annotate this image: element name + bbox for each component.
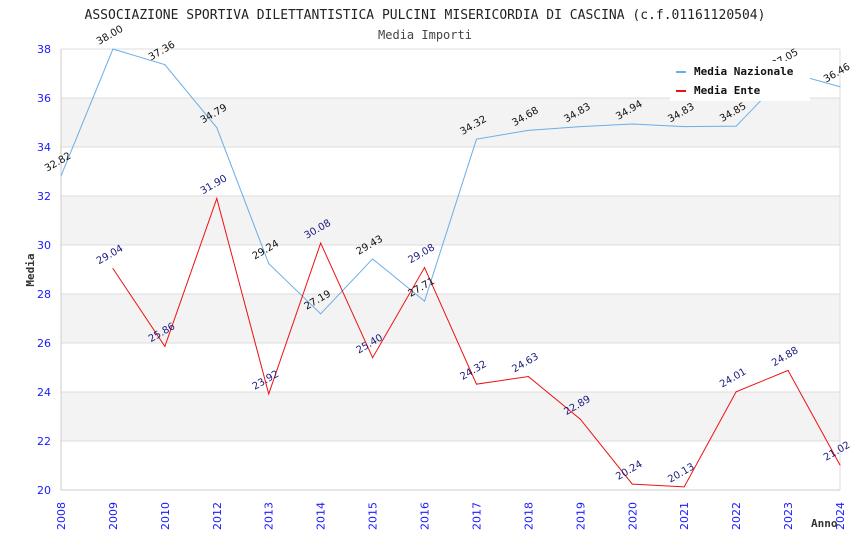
series-line-media-nazionale — [60, 48, 841, 315]
legend: Media Nazionale Media Ente — [670, 61, 810, 101]
data-point-media-ente — [735, 391, 737, 393]
x-tick-label: 2008 — [55, 502, 68, 530]
data-point-media-nazionale — [475, 138, 477, 140]
x-tick-label: 2018 — [522, 502, 535, 530]
x-tick-label: 2024 — [834, 502, 847, 530]
x-axis-label: Anno — [811, 517, 838, 530]
data-point-media-nazionale — [320, 313, 322, 315]
y-tick-label: 28 — [37, 288, 51, 301]
x-tick-label: 2016 — [419, 502, 432, 530]
data-label-media-nazionale: 38.00 — [95, 24, 125, 48]
data-point-media-nazionale — [268, 263, 270, 265]
legend-swatch-media-ente — [676, 90, 686, 92]
x-tick-label: 2023 — [782, 502, 795, 530]
x-axis-ticks: 2008 2009 2010 2012 2013 2014 2015 2016 2017 2018… — [55, 502, 847, 530]
data-point-media-nazionale — [579, 126, 581, 128]
data-point-media-nazionale — [164, 64, 166, 66]
x-tick-label: 2015 — [367, 502, 380, 530]
x-tick-label: 2009 — [107, 502, 120, 530]
data-point-media-nazionale — [683, 126, 685, 128]
y-tick-label: 36 — [37, 92, 51, 105]
data-point-media-nazionale — [631, 123, 633, 125]
x-tick-label: 2017 — [470, 502, 483, 530]
background-bands — [61, 49, 840, 490]
x-tick-label: 2010 — [159, 502, 172, 530]
data-point-media-ente — [787, 369, 789, 371]
data-point-media-ente — [424, 267, 426, 269]
data-point-media-nazionale — [527, 129, 529, 131]
x-tick-label: 2022 — [730, 502, 743, 530]
data-point-media-ente — [320, 242, 322, 244]
legend-label-media-ente: Media Ente — [694, 84, 761, 97]
x-tick-label: 2013 — [263, 502, 276, 530]
x-tick-label: 2021 — [678, 502, 691, 530]
data-point-media-ente — [527, 376, 529, 378]
data-point-media-nazionale — [216, 127, 218, 129]
grid-lines — [61, 48, 840, 491]
x-tick-label: 2019 — [574, 502, 587, 530]
y-tick-label: 30 — [37, 239, 51, 252]
series-group — [60, 48, 841, 488]
legend-box — [670, 61, 810, 101]
data-point-media-ente — [579, 418, 581, 420]
chart-title: ASSOCIAZIONE SPORTIVA DILETTANTISTICA PU… — [85, 8, 766, 23]
y-tick-label: 24 — [37, 386, 51, 399]
grid-band — [61, 98, 840, 147]
y-tick-label: 34 — [37, 141, 51, 154]
data-point-media-ente — [631, 483, 633, 485]
x-tick-label: 2020 — [626, 502, 639, 530]
data-point-media-nazionale — [60, 175, 62, 177]
data-point-media-ente — [112, 268, 114, 270]
data-point-media-ente — [683, 486, 685, 488]
y-tick-label: 38 — [37, 43, 51, 56]
y-tick-label: 22 — [37, 435, 51, 448]
grid-band — [61, 294, 840, 343]
data-point-media-ente — [268, 393, 270, 395]
data-point-media-nazionale — [372, 258, 374, 260]
y-axis-ticks: 20 22 24 26 28 30 32 34 36 38 — [37, 43, 51, 497]
y-tick-label: 32 — [37, 190, 51, 203]
data-point-media-ente — [164, 345, 166, 347]
data-point-media-nazionale — [839, 86, 841, 88]
data-point-media-nazionale — [735, 125, 737, 127]
x-tick-label: 2012 — [211, 502, 224, 530]
data-point-media-ente — [216, 197, 218, 199]
data-point-media-ente — [475, 383, 477, 385]
y-tick-label: 26 — [37, 337, 51, 350]
y-tick-label: 20 — [37, 484, 51, 497]
legend-label-media-nazionale: Media Nazionale — [694, 65, 794, 78]
chart-subtitle: Media Importi — [378, 28, 472, 42]
x-tick-label: 2014 — [315, 502, 328, 530]
data-point-media-nazionale — [112, 48, 114, 50]
legend-swatch-media-nazionale — [676, 71, 686, 73]
data-point-media-ente — [839, 464, 841, 466]
data-point-media-nazionale — [424, 300, 426, 302]
data-point-media-ente — [372, 357, 374, 359]
grid-band — [61, 392, 840, 441]
y-axis-label: Media — [24, 253, 37, 286]
